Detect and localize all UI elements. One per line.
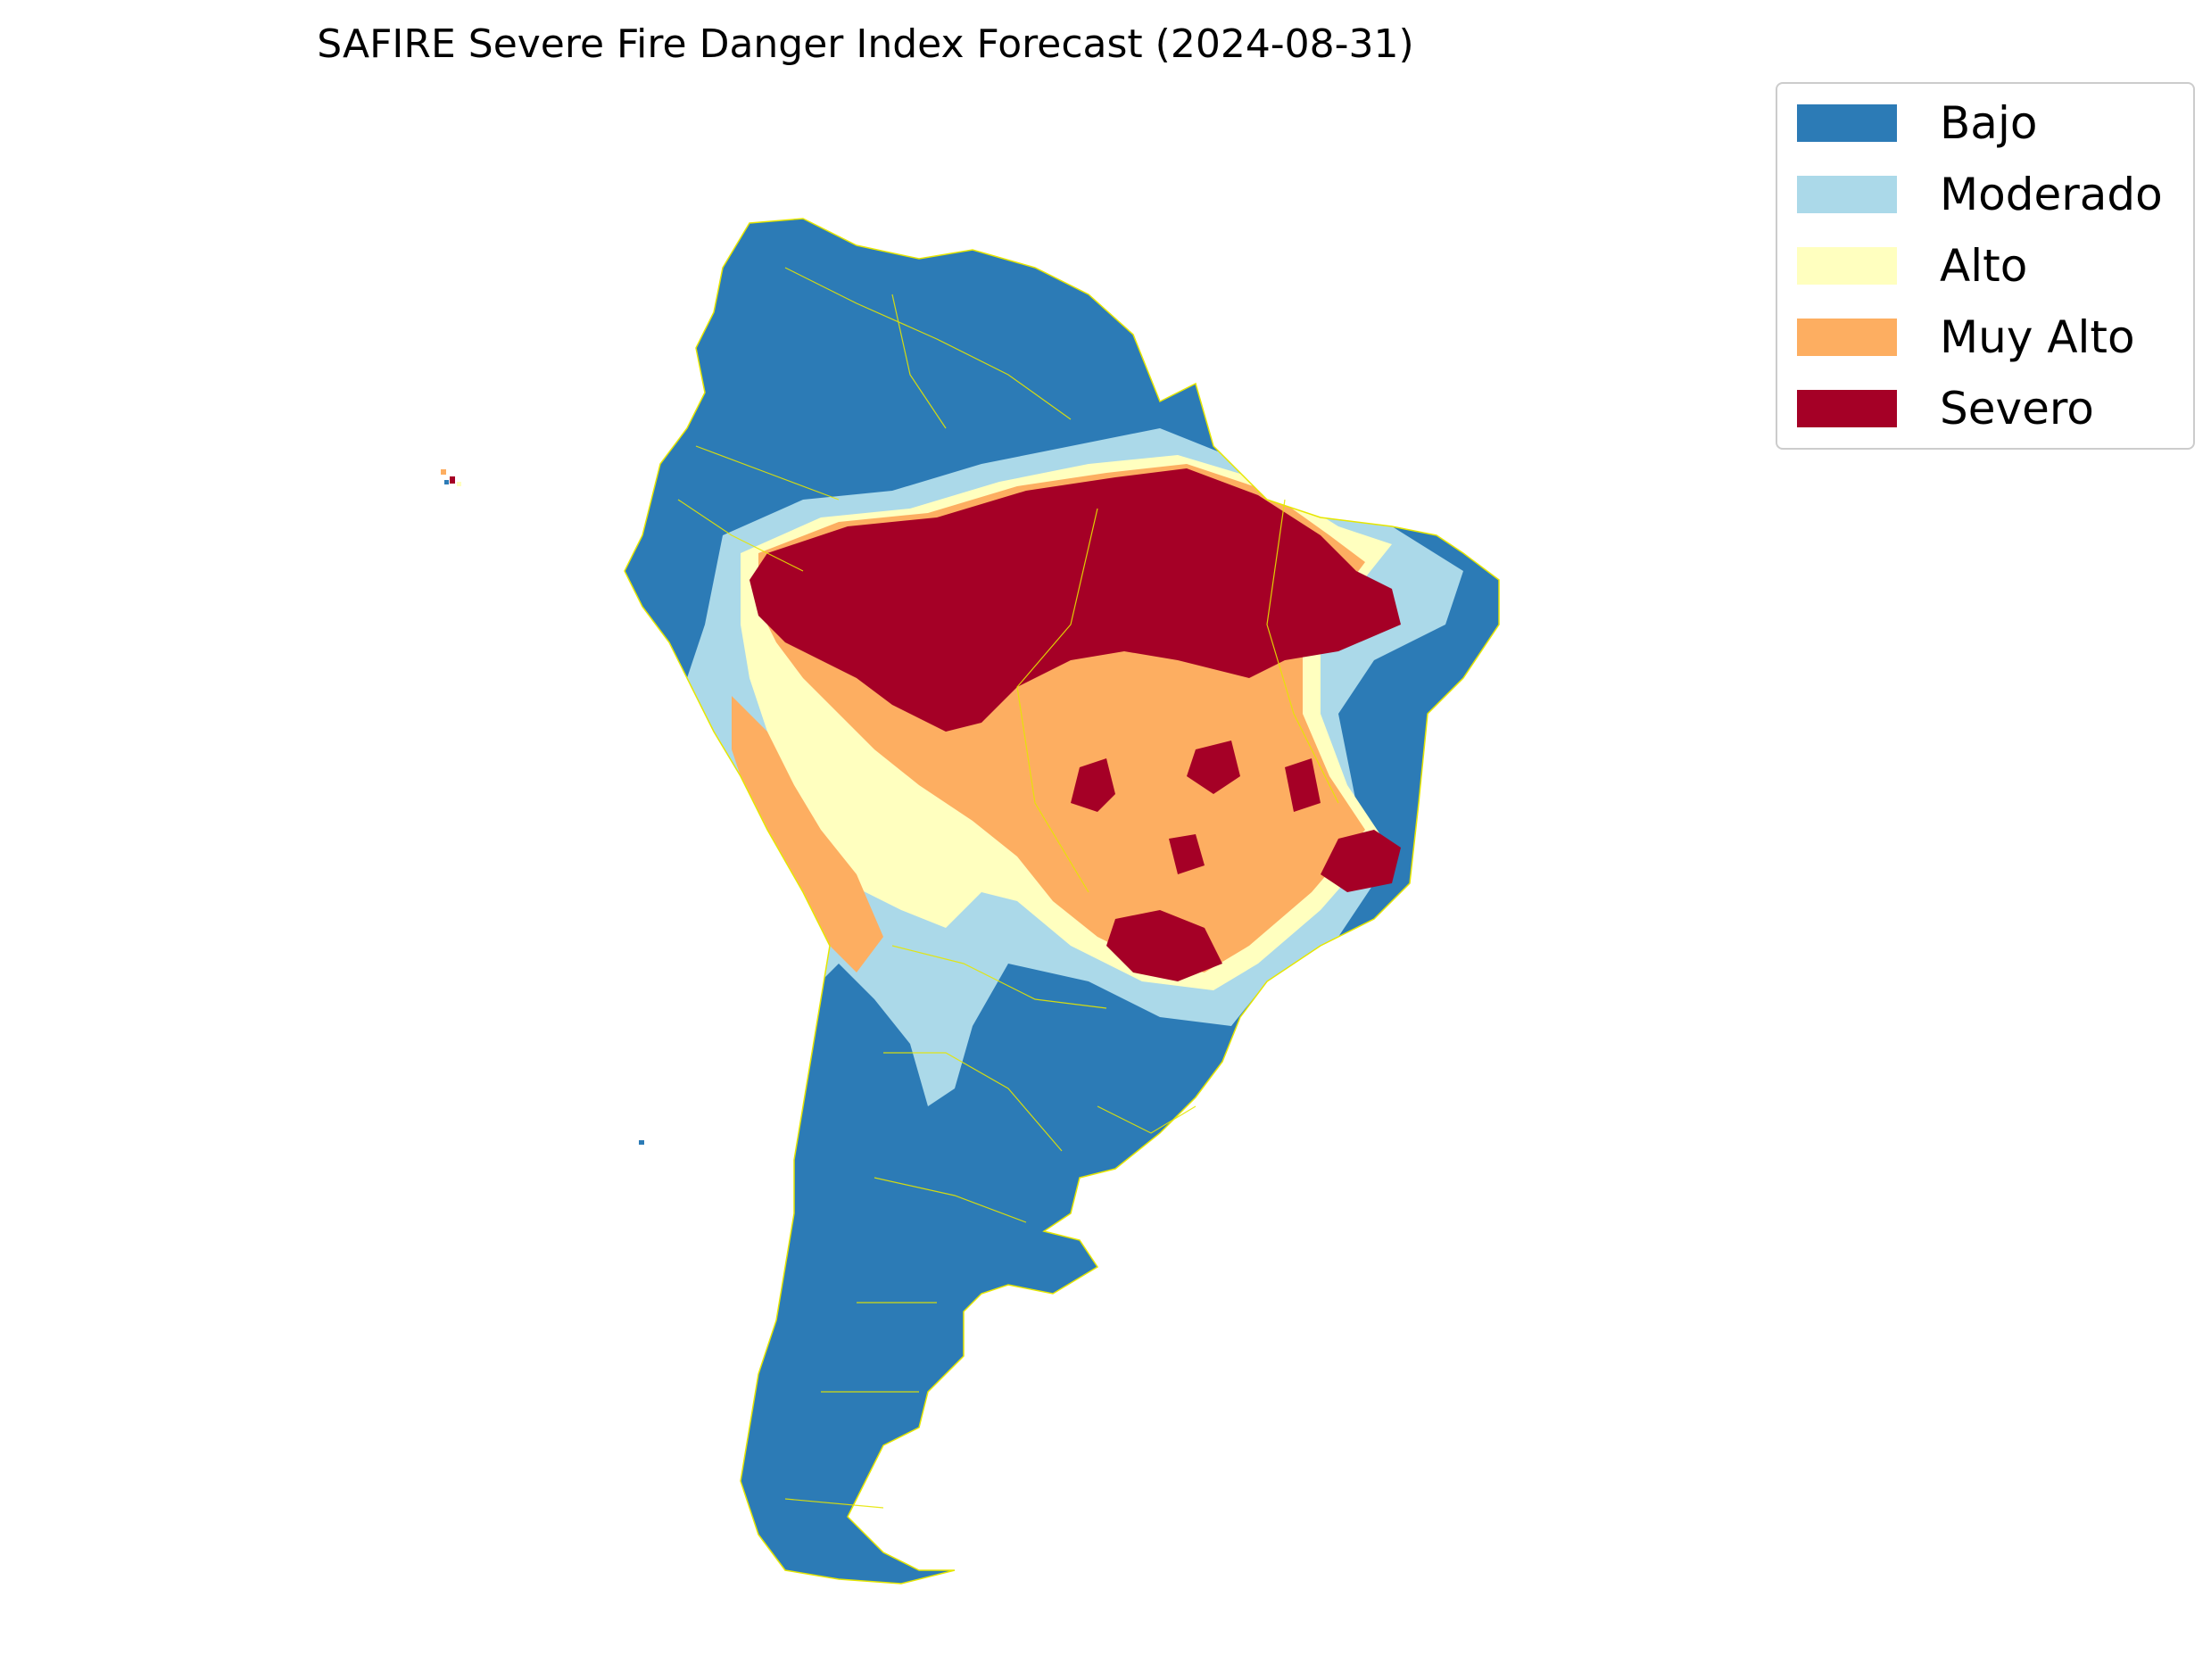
severe-patch-south	[1106, 910, 1222, 981]
legend-label: Moderado	[1940, 169, 2163, 220]
legend-label: Muy Alto	[1940, 311, 2135, 363]
legend: Bajo Moderado Alto Muy Alto Severo	[1776, 82, 2195, 450]
legend-item-bajo: Bajo	[1797, 97, 2037, 149]
legend-swatch-bajo	[1797, 104, 1897, 142]
legend-swatch-moderado	[1797, 176, 1897, 213]
admin-borders	[677, 267, 1339, 1509]
pacific-island	[639, 1140, 644, 1145]
legend-item-muy-alto: Muy Alto	[1797, 311, 2135, 363]
legend-item-severo: Severo	[1797, 383, 2094, 434]
legend-swatch-alto	[1797, 247, 1897, 285]
legend-swatch-muy-alto	[1797, 319, 1897, 356]
severe-danger-region	[749, 468, 1401, 732]
legend-label: Severo	[1940, 383, 2094, 434]
very-high-andes-region	[732, 696, 883, 972]
continent-outline	[624, 218, 1500, 1585]
legend-swatch-severo	[1797, 390, 1897, 427]
legend-label: Alto	[1940, 240, 2028, 292]
fire-danger-map	[441, 218, 1500, 1585]
galapagos-islands	[441, 469, 461, 486]
severe-patch-southeast	[1321, 830, 1401, 892]
legend-item-alto: Alto	[1797, 240, 2027, 292]
map-title: SAFIRE Severe Fire Danger Index Forecast…	[317, 21, 1414, 67]
legend-label: Bajo	[1940, 97, 2038, 149]
legend-item-moderado: Moderado	[1797, 169, 2163, 220]
severe-patch-central	[1071, 741, 1321, 874]
